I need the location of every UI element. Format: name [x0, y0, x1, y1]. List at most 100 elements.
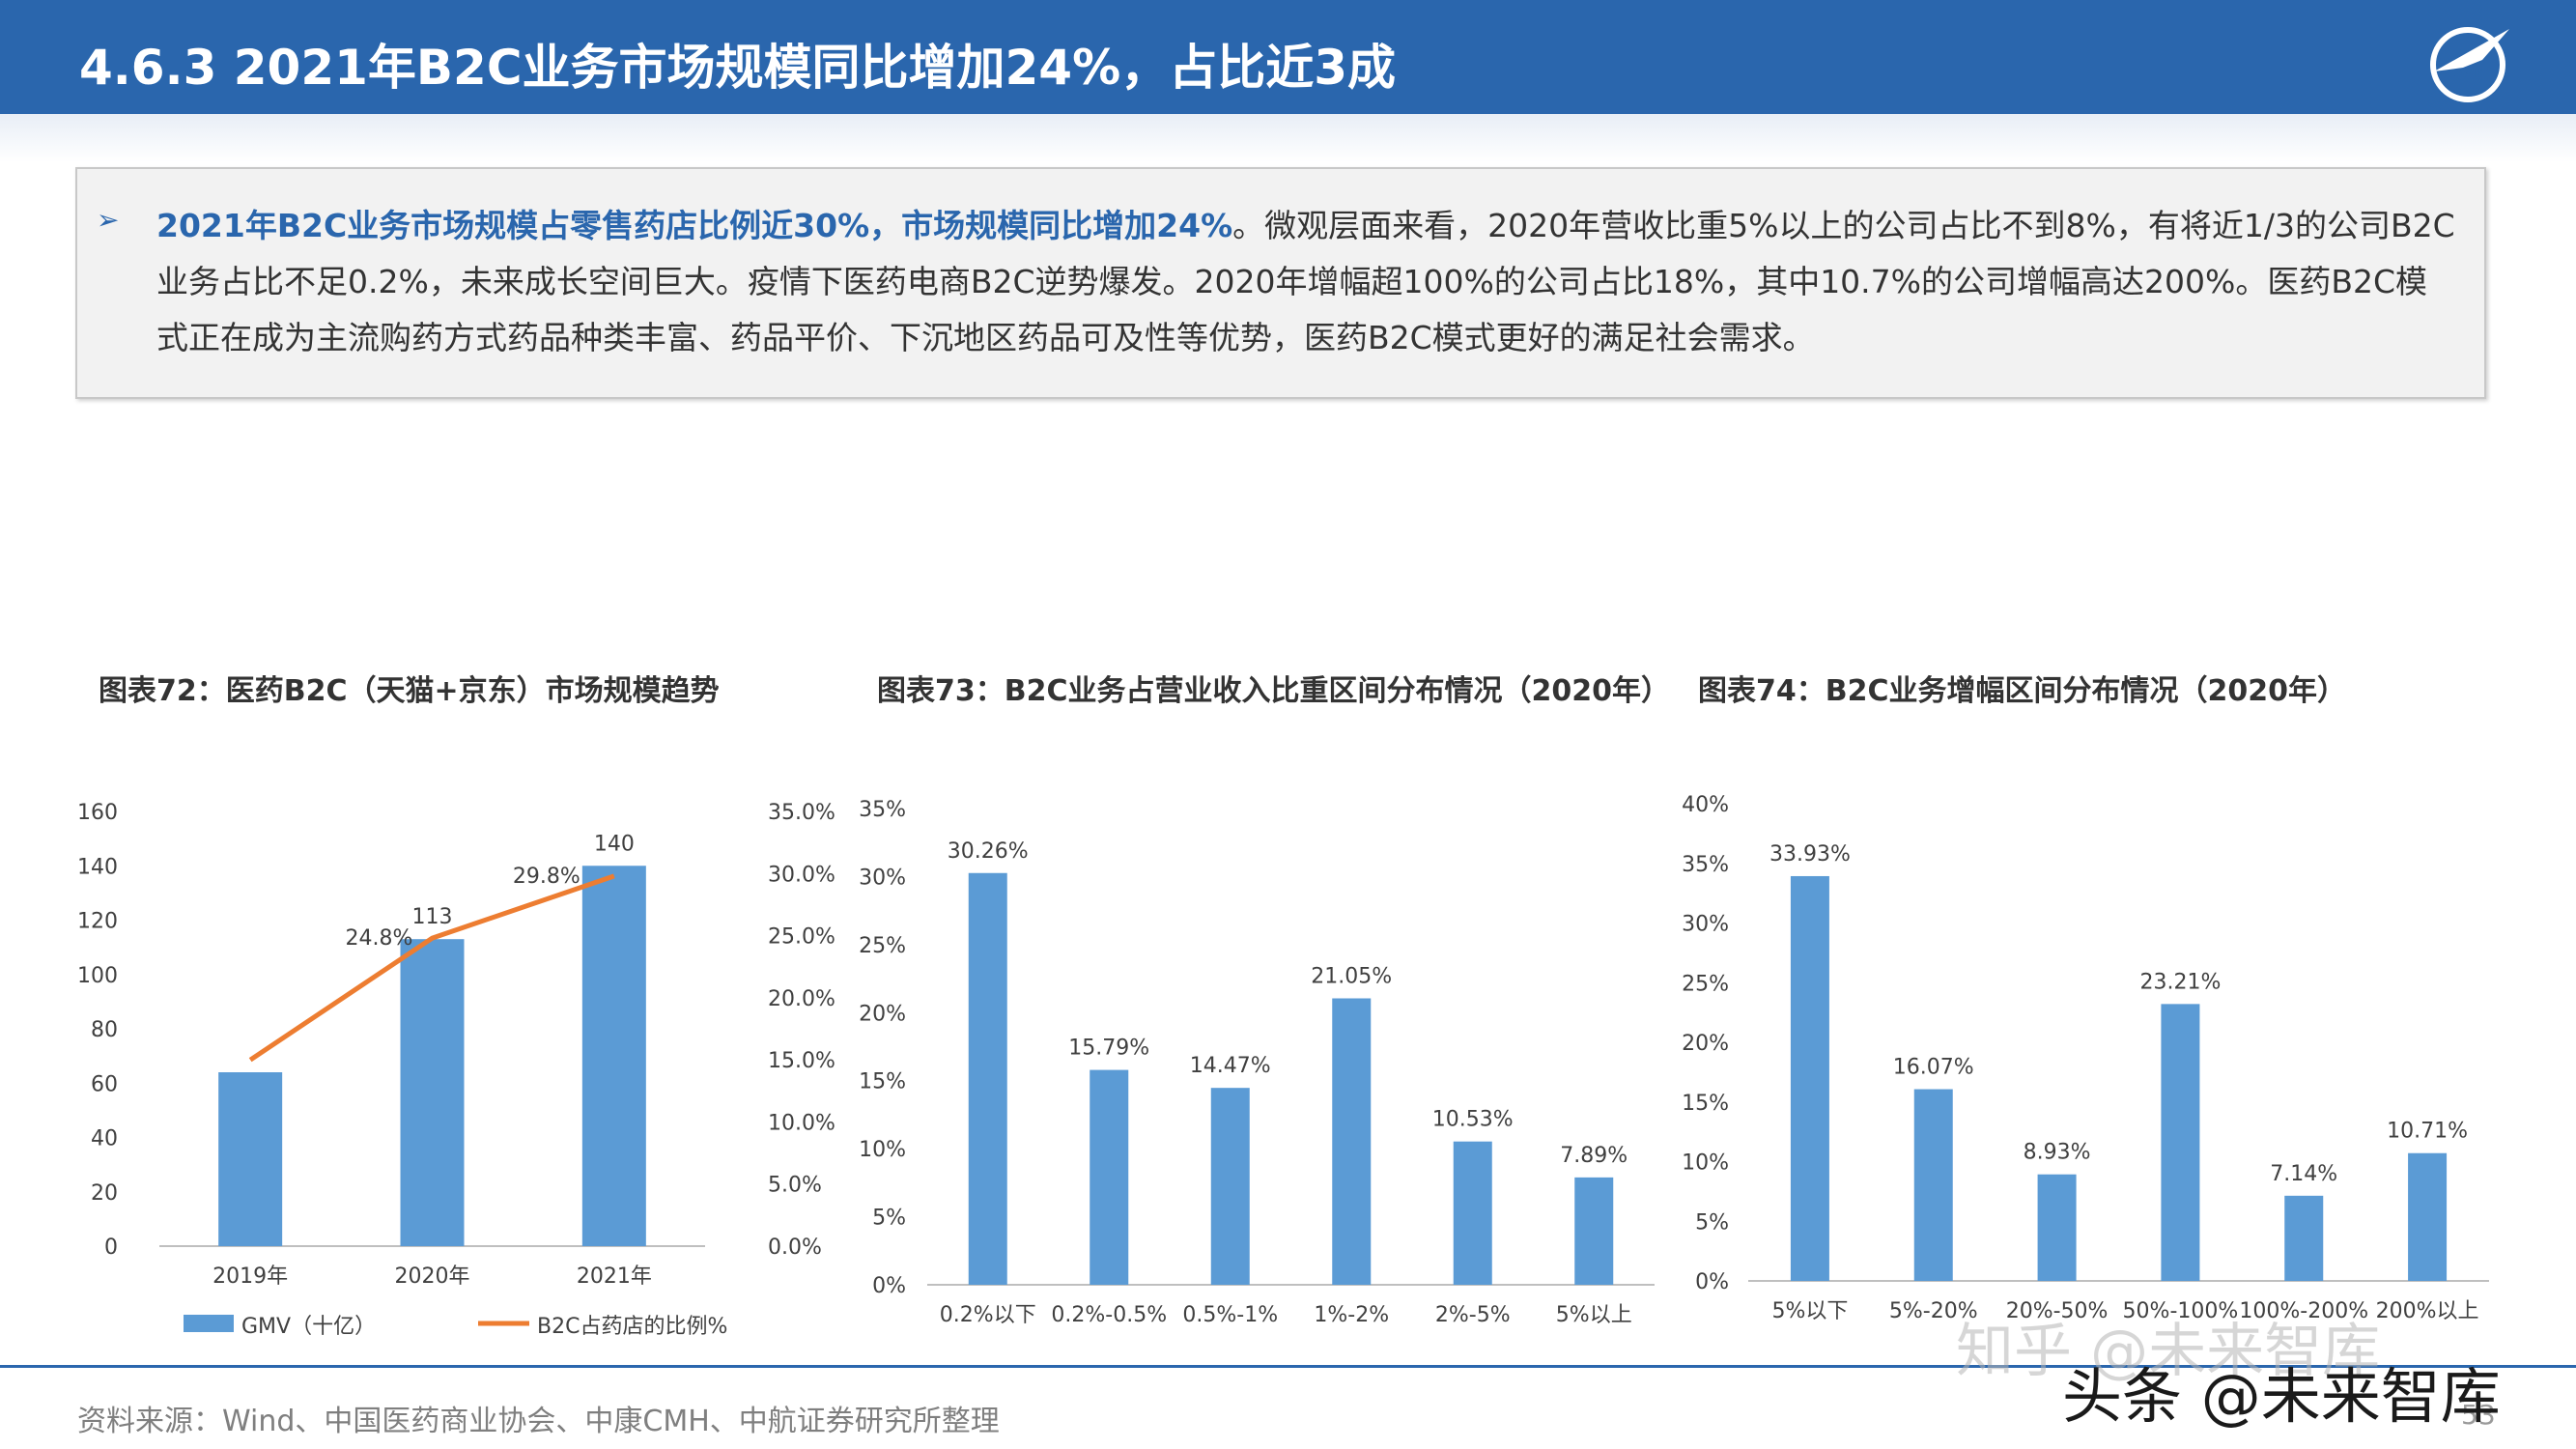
chart74-title: 图表74：B2C业务增幅区间分布情况（2020年）: [1698, 674, 2347, 708]
chart73-ytick-label: 20%: [859, 1002, 906, 1026]
chart74-category-label: 200%以上: [2376, 1299, 2479, 1323]
chart74-data-label: 33.93%: [1769, 842, 1851, 867]
chart74-ytick-label: 25%: [1682, 972, 1729, 996]
chart74-ytick-label: 40%: [1682, 793, 1729, 817]
chart72-line-data-label: 29.8%: [513, 865, 580, 889]
chart73-category-label: 0.5%-1%: [1182, 1303, 1278, 1327]
chart74-bar: [2284, 1195, 2324, 1281]
chart74-ytick-label: 20%: [1682, 1032, 1729, 1056]
chart72-category-label: 2020年: [395, 1264, 470, 1289]
chart73-bar: [1453, 1141, 1492, 1285]
chart72-legend-bar-swatch: [184, 1315, 234, 1332]
chart72-title: 图表72：医药B2C（天猫+京东）市场规模趋势: [99, 674, 720, 708]
chart74-data-label: 10.71%: [2387, 1120, 2468, 1144]
chart74-ytick-label: 5%: [1695, 1210, 1729, 1235]
chart72-category-label: 2019年: [212, 1264, 288, 1289]
chart73-ytick-label: 10%: [859, 1138, 906, 1162]
chart72-line-series: [248, 873, 615, 1063]
summary-box: ➢ 2021年B2C业务市场规模占零售药店比例近30%，市场规模同比增加24%。…: [75, 167, 2486, 399]
chart73-ytick-label: 5%: [872, 1207, 906, 1231]
chart72-legend-bar-label: GMV（十亿）: [241, 1315, 376, 1339]
chart72-legend-line-label: B2C占药店的比例%: [537, 1315, 727, 1339]
chart72-line-data-label: 24.8%: [346, 926, 413, 951]
chart73-data-label: 15.79%: [1068, 1037, 1149, 1061]
chart73-ytick-label: 30%: [859, 866, 906, 890]
chart72-ytick-label: 140: [77, 855, 118, 879]
chart73-data-label: 7.89%: [1560, 1144, 1628, 1168]
chart72-y2tick-label: 5.0%: [768, 1174, 822, 1198]
chart73-bar: [968, 872, 1007, 1285]
chart72-ytick-label: 100: [77, 964, 118, 988]
chart73-bar: [1574, 1177, 1614, 1285]
chart74-ytick-label: 35%: [1682, 853, 1729, 877]
chart74-ytick-label: 10%: [1682, 1151, 1729, 1176]
chart72-y2tick-label: 35.0%: [768, 801, 835, 825]
chart72-ytick-label: 80: [91, 1018, 118, 1042]
chart72-bar: [218, 1072, 283, 1246]
summary-highlight: 2021年B2C业务市场规模占零售药店比例近30%，市场规模同比增加24%: [156, 207, 1233, 244]
source-note: 资料来源：Wind、中国医药商业协会、中康CMH、中航证券研究所整理: [77, 1405, 1000, 1438]
chart74-bar: [1790, 875, 1829, 1281]
chart72-y2tick-label: 10.0%: [768, 1111, 835, 1135]
svg-text:AVIC: AVIC: [2454, 67, 2484, 80]
watermark-zhihu: 知乎 @未来智库: [1956, 1318, 2381, 1385]
chart72-ytick-label: 0: [104, 1236, 118, 1260]
chart73-ytick-label: 0%: [872, 1274, 906, 1298]
summary-text: 2021年B2C业务市场规模占零售药店比例近30%，市场规模同比增加24%。微观…: [156, 198, 2455, 366]
bullet-arrow-icon: ➢: [97, 204, 120, 236]
chart73-data-label: 21.05%: [1311, 964, 1392, 988]
chart74-data-label: 8.93%: [2024, 1141, 2091, 1165]
chart72-data-label: 140: [594, 832, 635, 856]
chart74-ytick-label: 15%: [1682, 1092, 1729, 1116]
chart74-category-label: 20%-50%: [2006, 1299, 2109, 1323]
chart74-data-label: 23.21%: [2139, 970, 2221, 994]
summary-body: 。微观层面来看，2020年营收比重5%以上的公司占比不到8%，有将近1/3的公司…: [156, 207, 2455, 356]
chart72-ytick-label: 60: [91, 1072, 118, 1096]
chart74-category-label: 50%-100%: [2123, 1299, 2239, 1323]
chart73-data-label: 30.26%: [948, 839, 1029, 864]
chart73-bar: [1210, 1088, 1250, 1285]
chart74-data-label: 7.14%: [2270, 1162, 2337, 1186]
chart73-title: 图表73：B2C业务占营业收入比重区间分布情况（2020年）: [877, 674, 1671, 708]
chart73-category-label: 5%以上: [1556, 1303, 1632, 1327]
chart74-bar: [2408, 1152, 2448, 1281]
page-number: 53: [2461, 1399, 2496, 1431]
chart72-y2tick-label: 30.0%: [768, 863, 835, 887]
chart72-ytick-label: 160: [77, 801, 118, 825]
chart72-bar: [400, 939, 465, 1246]
avic-logo: AVIC: [2430, 27, 2509, 102]
chart74-bar: [2161, 1004, 2200, 1281]
chart72-ytick-label: 40: [91, 1127, 118, 1151]
footer-divider: [0, 1365, 2576, 1368]
chart73-category-label: 2%-5%: [1435, 1303, 1511, 1327]
chart74-category-label: 5%以下: [1771, 1299, 1848, 1323]
chart73-ytick-label: 35%: [859, 798, 906, 822]
page-title: 4.6.3 2021年B2C业务市场规模同比增加24%，占比近3成: [79, 40, 1396, 96]
chart73-ytick-label: 15%: [859, 1070, 906, 1094]
chart72-y2tick-label: 0.0%: [768, 1236, 822, 1260]
chart73-bar: [1332, 998, 1372, 1285]
chart74-category-label: 100%-200%: [2239, 1299, 2368, 1323]
watermark-toutiao: 头条 @未来智库: [2062, 1361, 2501, 1432]
chart73-category-label: 0.2%-0.5%: [1051, 1303, 1167, 1327]
chart72-bar: [581, 866, 646, 1246]
chart72-ytick-label: 120: [77, 910, 118, 934]
chart74-ytick-label: 30%: [1682, 913, 1729, 937]
chart73-data-label: 10.53%: [1432, 1108, 1514, 1132]
chart73-category-label: 1%-2%: [1314, 1303, 1389, 1327]
chart73-data-label: 14.47%: [1190, 1054, 1271, 1078]
chart74-bar: [1913, 1089, 1953, 1281]
chart72-y2tick-label: 15.0%: [768, 1049, 835, 1073]
chart74-data-label: 16.07%: [1893, 1056, 1974, 1080]
chart73-category-label: 0.2%以下: [940, 1303, 1036, 1327]
chart72-y2tick-label: 25.0%: [768, 925, 835, 950]
header-bar: [0, 0, 2576, 114]
header-shadow: [0, 114, 2576, 162]
chart72-data-label: 113: [412, 905, 453, 929]
chart74-bar: [2037, 1174, 2077, 1281]
chart72-ytick-label: 20: [91, 1181, 118, 1206]
chart74-ytick-label: 0%: [1695, 1270, 1729, 1294]
chart73-bar: [1090, 1069, 1129, 1285]
chart72-y2tick-label: 20.0%: [768, 987, 835, 1011]
